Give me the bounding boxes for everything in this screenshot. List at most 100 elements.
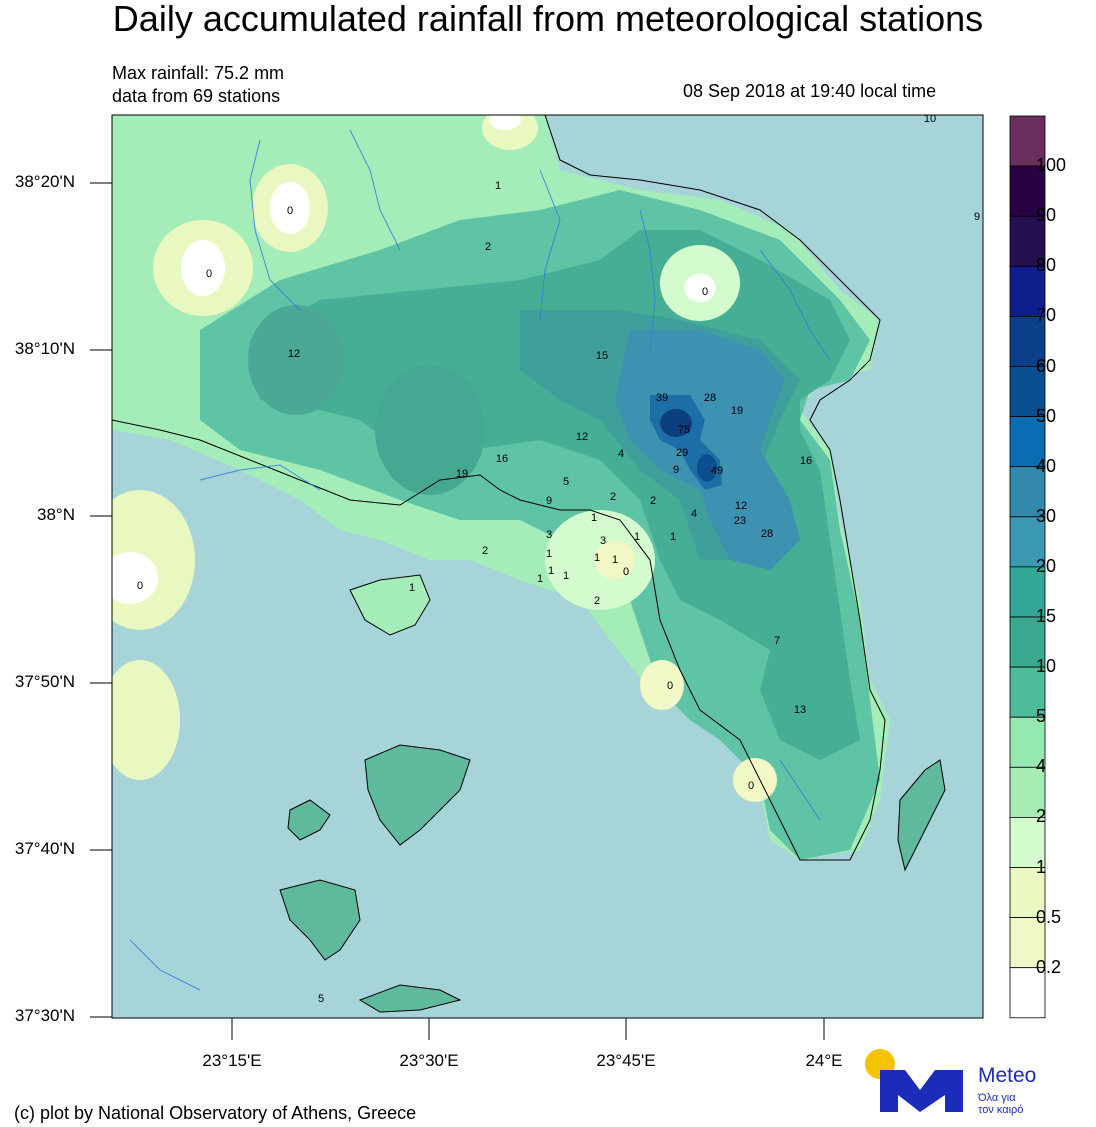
station-value: 9 xyxy=(546,495,552,507)
lon-label: 23°30'E xyxy=(399,1051,459,1070)
station-value: 0 xyxy=(137,580,143,592)
dry-patch-f-core xyxy=(595,540,635,580)
station-value: 12 xyxy=(576,431,588,443)
lat-label: 37°50'N xyxy=(14,672,75,691)
colorbar-label: 90 xyxy=(1036,205,1057,226)
station-value: 1 xyxy=(548,565,554,577)
colorbar-label: 4 xyxy=(1036,756,1047,777)
station-value: 0 xyxy=(206,268,212,280)
station-value: 0 xyxy=(702,286,708,298)
station-value: 4 xyxy=(618,448,624,460)
rivers xyxy=(129,129,831,991)
colorbar-swatch xyxy=(1009,416,1046,468)
colorbar-label: 70 xyxy=(1036,305,1057,326)
lon-label: 23°15'E xyxy=(202,1051,262,1070)
colorbar-swatch xyxy=(1009,115,1046,167)
dry-patch-c xyxy=(684,274,716,302)
station-value: 1 xyxy=(612,554,618,566)
station-value: 2 xyxy=(650,495,656,507)
station-value: 29 xyxy=(676,447,688,459)
station-value: 0 xyxy=(287,205,293,217)
field-12-west xyxy=(248,305,344,415)
station-value: 0 xyxy=(667,680,673,692)
station-value: 13 xyxy=(794,704,806,716)
station-value: 2 xyxy=(485,241,491,253)
station-value: 49 xyxy=(711,465,723,477)
station-value: 2 xyxy=(610,491,616,503)
colorbar-swatch xyxy=(1009,566,1046,618)
station-value: 9 xyxy=(673,464,679,476)
colorbar-swatch xyxy=(1009,516,1046,568)
colorbar-swatch xyxy=(1009,867,1046,918)
colorbar-swatch xyxy=(1009,817,1046,868)
dry-patch-g xyxy=(640,660,684,710)
station-value: 0 xyxy=(748,780,754,792)
lat-label: 38°N xyxy=(37,505,75,524)
dry-patch-a xyxy=(270,182,310,234)
dry-patch-b xyxy=(181,240,225,296)
colorbar-swatch xyxy=(1009,466,1046,518)
dry-patch-i xyxy=(112,660,180,780)
field-16-west xyxy=(375,365,485,495)
station-value: 5 xyxy=(563,476,569,488)
coastlines xyxy=(112,115,946,1013)
colorbar-swatch xyxy=(1009,917,1046,969)
station-value: 19 xyxy=(456,468,468,480)
station-value: 19 xyxy=(731,405,743,417)
rainfall-field xyxy=(112,115,890,860)
m-logo-icon xyxy=(880,1070,963,1112)
logo-tagline-2: τον καιρό xyxy=(978,1104,1024,1116)
station-value: 1 xyxy=(409,582,415,594)
dry-patch-h xyxy=(733,758,777,802)
colorbar-swatch xyxy=(1009,366,1046,417)
station-value: 9 xyxy=(974,211,980,223)
colorbar-swatch xyxy=(1009,315,1046,367)
colorbar-swatch xyxy=(1009,967,1046,1019)
station-value: 7 xyxy=(774,635,780,647)
station-value: 1 xyxy=(634,531,640,543)
station-value: 1 xyxy=(594,552,600,564)
station-value: 10 xyxy=(924,113,936,125)
lat-ticks xyxy=(90,182,112,1018)
station-value: 15 xyxy=(596,350,608,362)
station-value: 1 xyxy=(546,548,552,560)
colorbar-label: 10 xyxy=(1036,656,1057,677)
lat-label: 37°30'N xyxy=(14,1006,75,1025)
station-value: 1 xyxy=(670,531,676,543)
colorbar-label: 30 xyxy=(1036,505,1057,526)
colorbar-swatch xyxy=(1009,766,1046,818)
colorbar-label: 50 xyxy=(1036,405,1057,426)
station-value: 1 xyxy=(537,573,543,585)
station-value: 3 xyxy=(600,535,606,547)
station-value: 28 xyxy=(704,392,716,404)
colorbar-label: 2 xyxy=(1036,806,1047,827)
colorbar-label: 0.2 xyxy=(1036,956,1062,977)
station-value: 12 xyxy=(735,500,747,512)
page-title: Daily accumulated rainfall from meteorol… xyxy=(112,0,984,39)
station-value: 0 xyxy=(623,566,629,578)
colorbar-swatch xyxy=(1009,666,1046,718)
logo-tagline-1: Όλα για xyxy=(978,1092,1016,1104)
lat-label: 38°10'N xyxy=(14,339,75,358)
colorbar-label: 15 xyxy=(1036,606,1057,626)
station-value: 28 xyxy=(761,528,773,540)
meteo-logo xyxy=(865,1049,963,1112)
colorbar-label: 0.5 xyxy=(1036,906,1062,927)
colorbar-swatch xyxy=(1009,265,1046,317)
colorbar-swatch xyxy=(1009,215,1046,267)
station-value: 2 xyxy=(594,595,600,607)
colorbar-label: 1 xyxy=(1036,856,1047,877)
stations-count-text: data from 69 stations xyxy=(112,86,281,106)
station-value: 23 xyxy=(734,515,746,527)
colorbar-label: 5 xyxy=(1036,706,1047,727)
station-value: 1 xyxy=(591,512,597,524)
station-value: 1 xyxy=(495,180,501,192)
field-70mm-core xyxy=(660,409,692,437)
timestamp-text: 08 Sep 2018 at 19:40 local time xyxy=(683,81,937,101)
lat-label: 38°20'N xyxy=(14,172,75,191)
dry-patch-d xyxy=(489,115,521,130)
station-value: 3 xyxy=(546,529,552,541)
colorbar-label: 100 xyxy=(1036,155,1067,176)
